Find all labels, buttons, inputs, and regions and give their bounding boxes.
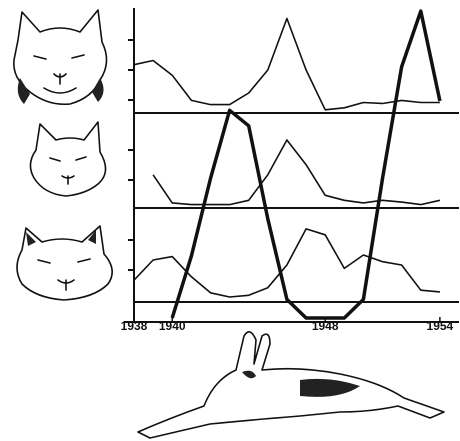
lynx-icon	[14, 10, 107, 104]
predator-line	[153, 140, 440, 205]
x-tick-label: 1940	[159, 319, 186, 333]
predator-line	[134, 19, 440, 110]
x-tick-label: 1938	[121, 319, 148, 333]
predator-line	[134, 229, 440, 297]
wolf-icon	[17, 226, 112, 300]
x-tick-label: 1954	[427, 319, 454, 333]
chart: 1938 1940 1948 1954	[0, 0, 460, 441]
hare-icon	[138, 332, 444, 438]
fox-icon	[30, 122, 105, 196]
x-tick-label: 1948	[312, 319, 339, 333]
